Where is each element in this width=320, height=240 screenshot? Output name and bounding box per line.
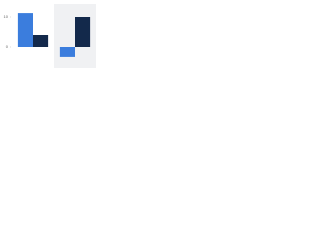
bar	[75, 17, 91, 47]
chart: 0 10	[4, 4, 96, 68]
y-tick-label: 0	[6, 44, 9, 49]
bar	[17, 13, 33, 48]
y-tick-label: 10	[4, 14, 9, 19]
bar	[59, 47, 75, 57]
bar	[33, 35, 49, 47]
